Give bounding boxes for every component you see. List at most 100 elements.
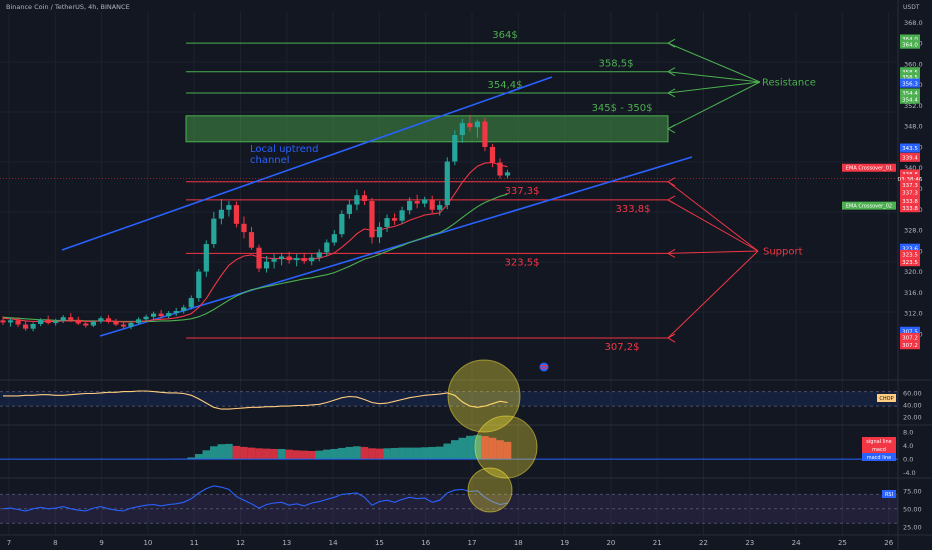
support-title: Support bbox=[763, 247, 803, 258]
candle bbox=[467, 123, 473, 128]
price-tag-label: 358.5 bbox=[902, 75, 918, 81]
price-tick-label: 316.0 bbox=[904, 289, 923, 297]
candle bbox=[83, 323, 89, 326]
candle bbox=[354, 195, 360, 205]
support-arrow bbox=[666, 177, 676, 187]
candle bbox=[22, 324, 29, 329]
ema-tag-label: EMA Crossover_02 bbox=[846, 204, 892, 210]
macd-bar bbox=[300, 450, 308, 460]
macd-bar bbox=[255, 448, 263, 460]
price-tag bbox=[900, 94, 920, 104]
candle bbox=[444, 161, 450, 206]
price-tag-label: 323.6 bbox=[902, 246, 918, 252]
candle bbox=[316, 252, 322, 258]
candle bbox=[497, 162, 503, 176]
candle bbox=[391, 218, 398, 221]
price-tag-label: 356.3 bbox=[902, 81, 918, 87]
resistance-zone-label: 345$ - 350$ bbox=[592, 103, 653, 114]
macd-bar bbox=[330, 448, 339, 460]
price-tag bbox=[900, 67, 920, 77]
macd-bar bbox=[345, 446, 354, 460]
macd-bar bbox=[247, 447, 256, 460]
symbol-title: Binance Coin / TetherUS, 4h, BINANCE bbox=[6, 3, 130, 11]
candle bbox=[429, 199, 435, 210]
ema-lines bbox=[2, 161, 508, 323]
price-tag-label: 333.8 bbox=[902, 199, 918, 205]
time-tick-label: 11 bbox=[190, 539, 199, 547]
macd-bar bbox=[194, 454, 203, 460]
candles bbox=[0, 114, 511, 332]
macd-tag bbox=[862, 437, 896, 445]
candle bbox=[256, 247, 262, 269]
macd-bar bbox=[443, 443, 452, 460]
macd-bar bbox=[285, 449, 293, 460]
resistance-title: Resistance bbox=[762, 78, 816, 89]
time-axis[interactable]: 7 8 9 10 11 12 13 14 15 16 17 18 19 20 21 22 23 24 25 26 bbox=[7, 539, 894, 547]
channel-lower-line bbox=[99, 156, 693, 337]
price-tag bbox=[900, 169, 920, 179]
macd-bar bbox=[428, 446, 437, 460]
macd-bar bbox=[210, 446, 218, 460]
price-tick-label: 312.0 bbox=[904, 310, 923, 318]
macd-bar bbox=[383, 448, 391, 460]
channel-label: Local uptrend bbox=[250, 144, 318, 155]
macd-tag-label: macd bbox=[872, 447, 886, 453]
price-tag bbox=[900, 203, 920, 213]
support-arrow bbox=[666, 248, 676, 258]
rsi-highlight bbox=[467, 467, 513, 513]
price-tag-label: 323.5 bbox=[902, 253, 918, 259]
resistance-arrow bbox=[666, 88, 676, 98]
macd-bar bbox=[496, 440, 504, 460]
candle bbox=[143, 316, 149, 320]
resistance-label: 358,5$ bbox=[599, 59, 634, 70]
time-tick-label: 12 bbox=[236, 539, 245, 547]
chop-tag-label: CHOP bbox=[879, 396, 893, 402]
candle bbox=[361, 195, 368, 201]
time-tick-label: 20 bbox=[606, 539, 615, 547]
candle bbox=[98, 318, 104, 322]
macd-bar bbox=[322, 449, 331, 460]
flag-icon[interactable] bbox=[539, 362, 549, 372]
candle bbox=[218, 209, 224, 219]
candle bbox=[339, 213, 345, 235]
macd-bar bbox=[466, 435, 474, 460]
price-tag-label: 343.5 bbox=[902, 146, 918, 152]
resistance-pointer bbox=[667, 71, 761, 83]
support-arrow bbox=[666, 333, 676, 343]
candle bbox=[151, 313, 157, 317]
channel-upper-line bbox=[61, 76, 553, 251]
price-axis[interactable]: 368.0364.0360.0356.0352.0348.0344.0340.0… bbox=[0, 19, 923, 531]
price-tick-label: 368.0 bbox=[904, 19, 923, 27]
support-label: 333,8$ bbox=[616, 204, 651, 215]
candle bbox=[211, 218, 217, 245]
candle bbox=[241, 223, 247, 233]
rsi-band bbox=[0, 494, 898, 524]
price-tag bbox=[900, 187, 920, 197]
candle bbox=[0, 320, 6, 323]
candle bbox=[53, 320, 59, 323]
price-tag bbox=[900, 180, 920, 190]
macd-tick-label: -4.0 bbox=[903, 469, 916, 477]
price-tick-label: 340.0 bbox=[904, 164, 923, 172]
macd-bar bbox=[270, 448, 278, 460]
support-resistance-levels[interactable]: 345$ - 350$ 364$ 358,5$ 354,4$ Resistance 337… bbox=[185, 30, 816, 353]
price-tag-label: 354.4 bbox=[902, 97, 918, 103]
candle bbox=[294, 258, 300, 261]
candle bbox=[75, 319, 81, 324]
chop-tick-label: 40.00 bbox=[903, 401, 922, 409]
candle bbox=[489, 146, 496, 163]
price-tag-label: 307.2 bbox=[902, 343, 918, 349]
price-tag bbox=[900, 326, 920, 336]
candle bbox=[68, 317, 74, 320]
chop-tick-label: 60.00 bbox=[903, 389, 922, 397]
candle bbox=[135, 319, 142, 323]
time-tick-label: 26 bbox=[884, 539, 893, 547]
macd-tag-label: macd line bbox=[867, 455, 891, 461]
resistance-arrow bbox=[666, 67, 676, 77]
time-tick-label: 21 bbox=[653, 539, 662, 547]
rsi-tag-label: RSI bbox=[885, 492, 893, 498]
